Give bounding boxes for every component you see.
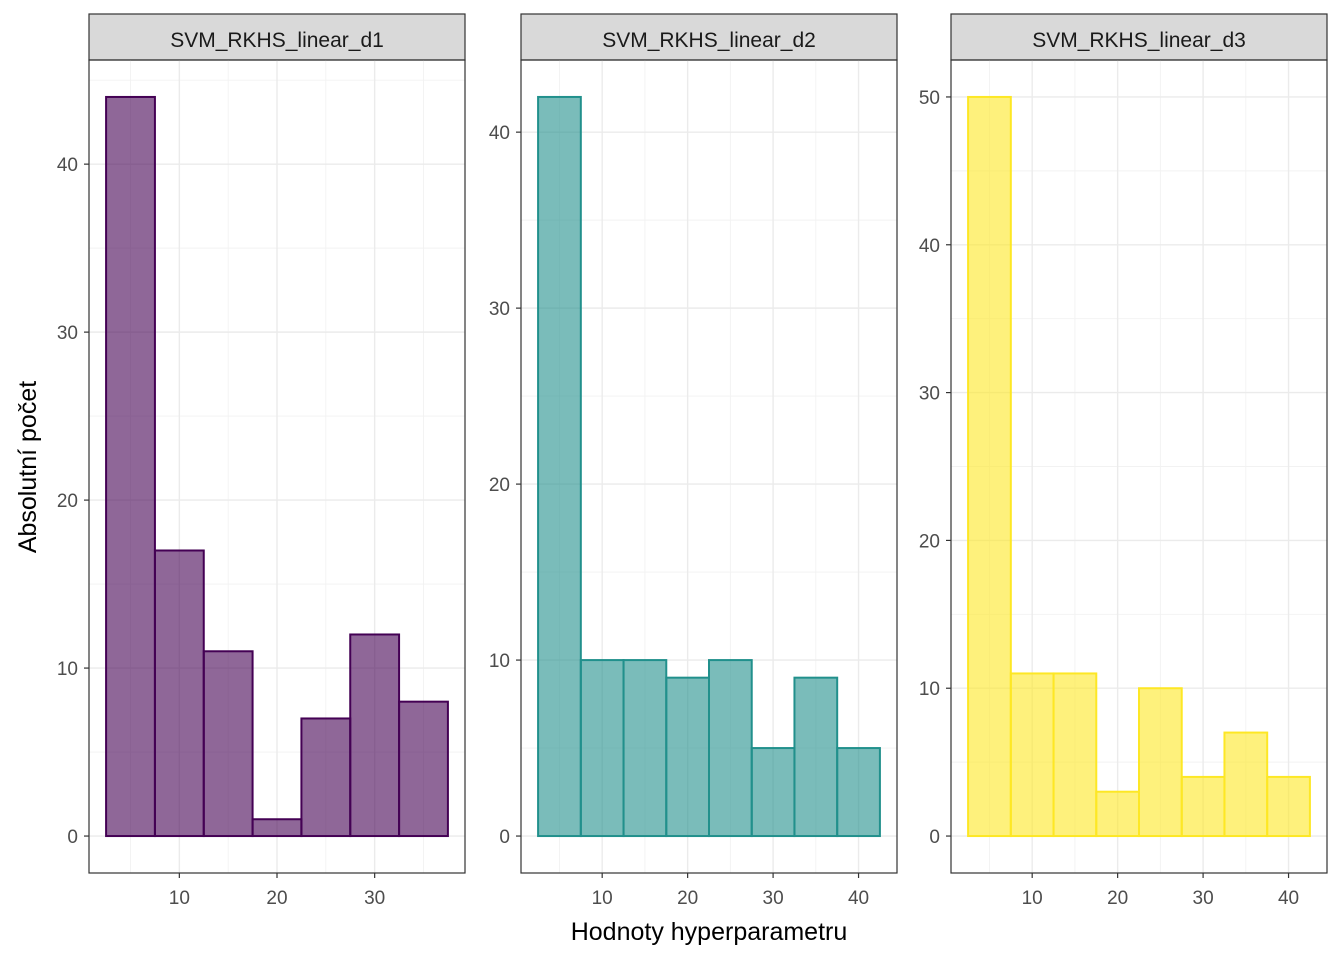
y-tick-label: 30 bbox=[489, 299, 510, 320]
facet-strip-label: SVM_RKHS_linear_d2 bbox=[602, 29, 816, 52]
histogram-bar bbox=[251, 818, 303, 838]
histogram-bar bbox=[967, 95, 1012, 838]
y-tick-label: 30 bbox=[57, 323, 78, 344]
histogram-bar bbox=[793, 676, 839, 838]
histogram-bar bbox=[708, 659, 753, 838]
histogram-bar bbox=[202, 650, 254, 838]
y-tick-label: 10 bbox=[489, 651, 510, 672]
histogram-bar bbox=[1138, 687, 1183, 838]
y-tick-label: 50 bbox=[919, 88, 940, 109]
y-tick-label: 20 bbox=[489, 475, 510, 496]
histogram-bar bbox=[300, 717, 352, 838]
x-tick-label: 30 bbox=[364, 888, 385, 909]
y-tick-label: 40 bbox=[57, 155, 78, 176]
x-tick-label: 10 bbox=[1022, 888, 1043, 909]
y-tick-label: 0 bbox=[67, 827, 78, 848]
x-tick-label: 20 bbox=[266, 888, 287, 909]
histogram-bar bbox=[105, 95, 156, 838]
y-tick-label: 20 bbox=[919, 531, 940, 552]
histogram-bar bbox=[622, 659, 668, 838]
histogram-bar bbox=[153, 549, 205, 838]
y-axis-title: Absolutní počet bbox=[14, 381, 42, 553]
x-tick-label: 10 bbox=[592, 888, 613, 909]
y-tick-label: 30 bbox=[919, 384, 940, 405]
panel-border bbox=[520, 59, 898, 874]
facet-strip-label: SVM_RKHS_linear_d1 bbox=[170, 29, 384, 52]
histogram-bar bbox=[1266, 775, 1311, 838]
x-tick-label: 30 bbox=[1193, 888, 1214, 909]
facet-strip bbox=[950, 13, 1328, 61]
y-tick-label: 40 bbox=[489, 123, 510, 144]
panel-1: SVM_RKHS_linear_d1 0 10 20 30 40 10 20 30 bbox=[57, 13, 466, 909]
facet-strip bbox=[88, 13, 466, 61]
histogram-bar bbox=[665, 676, 710, 838]
histogram-bar bbox=[1223, 731, 1269, 838]
histogram-bar bbox=[1095, 790, 1140, 838]
y-tick-label: 10 bbox=[57, 659, 78, 680]
histogram-bar bbox=[1009, 672, 1055, 838]
histogram-bar bbox=[579, 659, 625, 838]
x-tick-label: 40 bbox=[1278, 888, 1299, 909]
panel-border bbox=[950, 59, 1328, 874]
panel-3: SVM_RKHS_linear_d3 0 10 20 30 40 50 10 20 30 40 bbox=[919, 13, 1328, 909]
facet-strip-label: SVM_RKHS_linear_d3 bbox=[1032, 29, 1246, 52]
x-tick-label: 10 bbox=[169, 888, 190, 909]
x-tick-label: 20 bbox=[1107, 888, 1128, 909]
histogram-bar bbox=[398, 700, 449, 838]
x-tick-label: 20 bbox=[677, 888, 698, 909]
y-tick-label: 40 bbox=[919, 236, 940, 257]
x-tick-label: 40 bbox=[848, 888, 869, 909]
y-tick-label: 20 bbox=[57, 491, 78, 512]
panel-2: SVM_RKHS_linear_d2 0 10 20 30 40 10 20 30 40 bbox=[489, 13, 898, 909]
y-tick-label: 0 bbox=[929, 827, 940, 848]
y-tick-label: 10 bbox=[919, 679, 940, 700]
histogram-bar bbox=[1180, 775, 1226, 838]
histogram-bar bbox=[836, 747, 881, 838]
histogram-bar bbox=[349, 633, 401, 838]
y-tick-label: 0 bbox=[499, 827, 510, 848]
histogram-bar bbox=[750, 747, 796, 838]
histogram-bar bbox=[537, 95, 582, 838]
x-tick-label: 30 bbox=[763, 888, 784, 909]
x-axis-title: Hodnoty hyperparametru bbox=[571, 918, 848, 946]
histogram-bar bbox=[1052, 672, 1098, 838]
facet-strip bbox=[520, 13, 898, 61]
